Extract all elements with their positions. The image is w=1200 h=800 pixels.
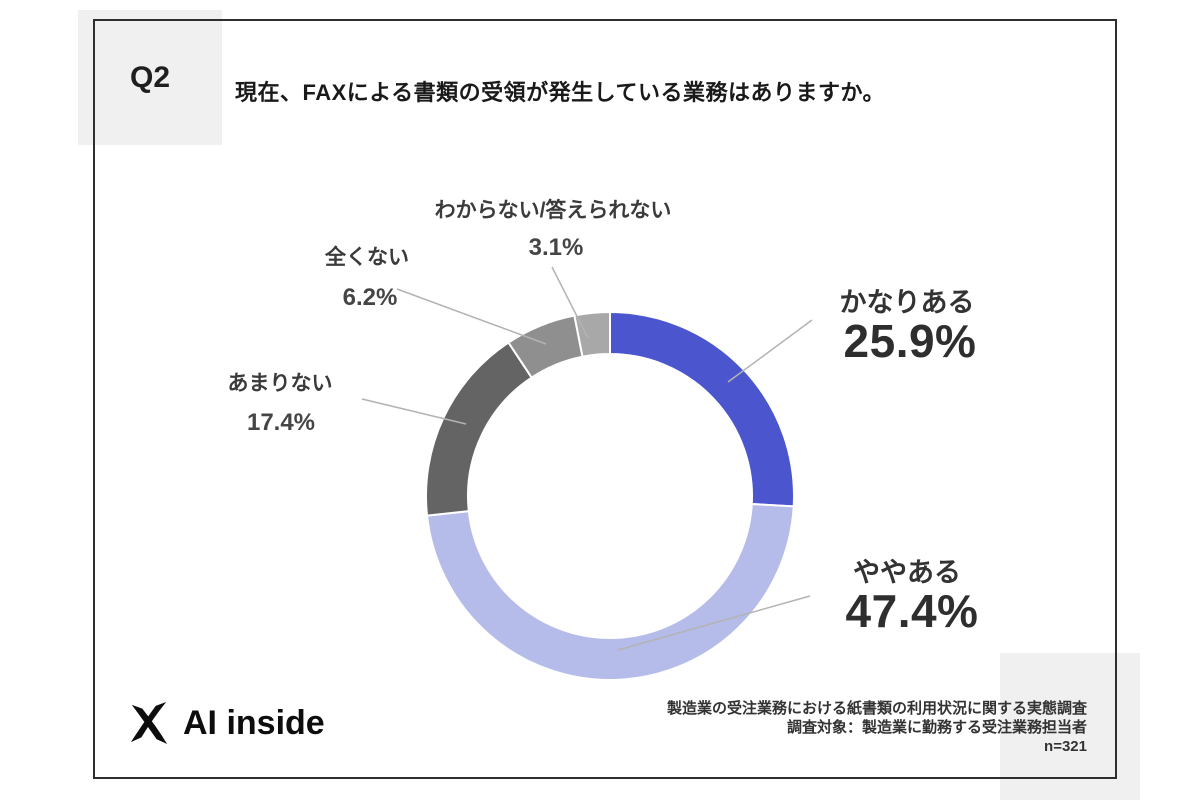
donut-segment-2 — [425, 341, 534, 517]
slice-label-yaya-aru: ややある — [853, 557, 961, 588]
source-note: 製造業の受注業務における紙書類の利用状況に関する実態調査 調査対象：製造業に勤務… — [567, 699, 1087, 756]
donut-chart — [425, 310, 795, 681]
donut-segment-1 — [425, 502, 795, 681]
slice-label-amarinai: あまりない — [227, 372, 333, 395]
slice-value-kanari-aru: 25.9% — [843, 315, 977, 367]
slice-value-wakaranai: 3.1% — [528, 234, 584, 261]
donut-segment-0 — [609, 310, 795, 508]
slice-label-mattakunai: 全くない — [325, 246, 409, 269]
slice-value-yaya-aru: 47.4% — [845, 585, 979, 637]
logo-text: AI inside — [183, 703, 325, 742]
slice-label-wakaranai: わからない/答えられない — [434, 199, 672, 222]
slice-value-amarinai: 17.4% — [246, 409, 316, 436]
slice-value-mattakunai: 6.2% — [342, 284, 398, 311]
slice-label-kanari-aru: かなりある — [839, 287, 975, 318]
ai-inside-x-icon — [130, 702, 168, 744]
question-number: Q2 — [129, 60, 171, 94]
decor-square-top-left — [78, 10, 222, 145]
question-number-badge: Q2 — [78, 10, 222, 145]
chart-title: 現在、FAXによる書類の受領が発生している業務はありますか。 — [235, 80, 886, 105]
source-line-2: 調査対象：製造業に勤務する受注業務担当者 — [786, 719, 1087, 736]
sample-size: n=321 — [1044, 738, 1087, 755]
company-logo: AI inside — [128, 700, 325, 746]
source-line-1: 製造業の受注業務における紙書類の利用状況に関する実態調査 — [666, 700, 1087, 717]
